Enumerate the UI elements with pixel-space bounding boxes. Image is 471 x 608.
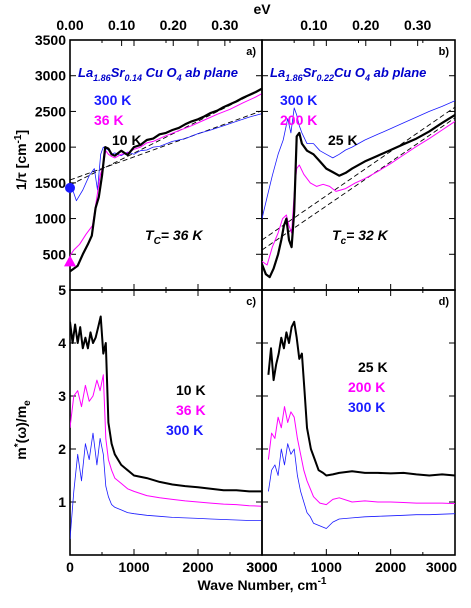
top-tick-label: 0.30 (404, 17, 431, 33)
legend-entry: 300 K (280, 92, 317, 108)
y-tick-label: 500 (43, 246, 67, 262)
tc-label: Tc= 32 K (332, 227, 389, 247)
series-line-300k (268, 443, 455, 529)
series-line-10k (70, 87, 262, 273)
legend-entry: 300 K (94, 92, 131, 108)
series-line-300k (262, 100, 455, 219)
panel-label: a) (246, 46, 256, 58)
legend-entry: 300 K (166, 422, 203, 438)
series-line-300k (70, 432, 262, 540)
x-axis-label: Wave Number, cm-1 (198, 576, 327, 593)
series-line-25k (262, 114, 455, 279)
legend-entry: 10 K (176, 382, 206, 398)
y-axis-label-top: 1/τ [cm-1] (13, 130, 29, 190)
y-axis-label-bottom: m*(ω)/me (13, 400, 33, 460)
x-tick-label: 2000 (375, 559, 406, 575)
top-tick-label: 0.20 (352, 17, 379, 33)
y-tick-label: 2000 (35, 139, 66, 155)
y-tick-label: 3500 (35, 32, 66, 48)
y-tick-label: 1000 (35, 211, 66, 227)
fit-line (262, 106, 455, 241)
y-tick-label: 2 (58, 441, 66, 457)
series-line-200k (267, 406, 455, 506)
legend-entry: 300 K (348, 399, 385, 415)
y-tick-label: 2500 (35, 103, 66, 119)
panel-title: La1.86Sr0.14 Cu O4 ab plane (78, 65, 238, 83)
top-tick-labels: 0.00 0.10 0.20 0.30 0.10 0.20 0.30 (56, 17, 432, 46)
top-tick-label: 0.10 (108, 17, 135, 33)
panel-b: b) La1.86Sr0.22Cu O4 ab plane 300 K 200 K 25… (261, 39, 456, 291)
fit-line (262, 117, 455, 251)
top-tick-label: 0.10 (300, 17, 327, 33)
series-line-25k (267, 320, 455, 477)
marker-triangle (64, 255, 76, 267)
series-line-36k (70, 374, 262, 507)
legend-entry: 36 K (94, 112, 124, 128)
legend-entry: 200 K (348, 379, 385, 395)
y-tick-label: 1500 (35, 175, 66, 191)
y-tick-label: 4 (58, 335, 66, 351)
series-line-200k (262, 120, 455, 266)
legend-entry: 36 K (176, 402, 206, 418)
panel-c: 1 2 3 4 5 0 1000 2000 3000 c) 10 K 36 K 300 K (58, 282, 278, 575)
legend-entry: 10 K (112, 132, 142, 148)
series-line-10k (70, 315, 262, 493)
x-tick-label: 3000 (246, 559, 277, 575)
panel-label: c) (246, 296, 256, 308)
tc-label: TC= 36 K (145, 227, 203, 247)
top-axis-label: eV (253, 1, 271, 17)
panel-title: La1.86Sr0.22Cu O4 ab plane (270, 65, 426, 83)
y-tick-label: 3000 (35, 68, 66, 84)
top-tick-label: 0.00 (56, 17, 83, 33)
x-tick-label: 0 (66, 559, 74, 575)
top-tick-label: 0.20 (160, 17, 187, 33)
legend-entry: 200 K (280, 112, 317, 128)
marker-circle (65, 182, 75, 193)
top-tick-label: 0.30 (211, 17, 238, 33)
y-tick-label: 1 (58, 494, 66, 510)
x-tick-label: 3000 (246, 559, 277, 575)
y-tick-label: 5 (58, 282, 66, 298)
x-tick-label: 2000 (182, 559, 213, 575)
y-tick-label: 3 (58, 388, 66, 404)
legend-entry: 25 K (358, 359, 388, 375)
legend-entry: 25 K (328, 132, 358, 148)
panel-label: b) (439, 46, 450, 58)
panel-d: 3000 1000 2000 3000 d) 25 K 200 K 300 K (246, 289, 457, 575)
x-tick-label: 3000 (426, 559, 457, 575)
panel-a: 500 1000 1500 2000 2500 3000 3500 a) La1.86Sr0.1… (35, 32, 263, 291)
x-tick-label: 1000 (311, 559, 342, 575)
panel-label: d) (439, 296, 450, 308)
x-tick-label: 1000 (118, 559, 149, 575)
